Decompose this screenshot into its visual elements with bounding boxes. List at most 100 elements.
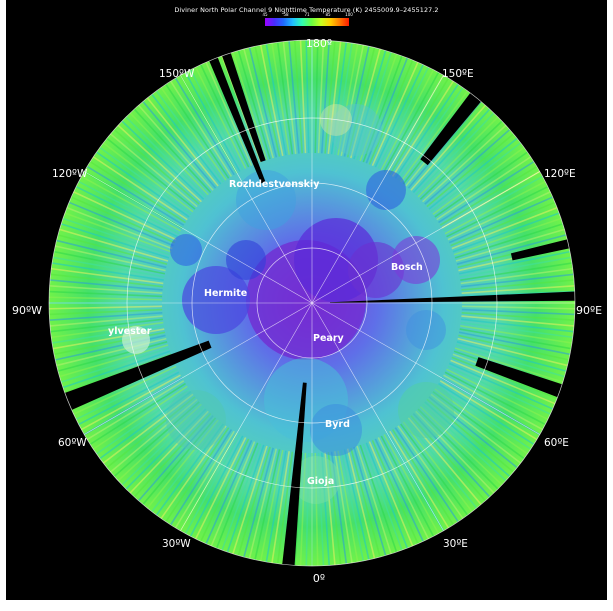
crater-label-rozhdestvenskiy: Rozhdestvenskiy xyxy=(229,179,320,190)
swath-stripe xyxy=(383,434,442,539)
swath-stripe xyxy=(374,59,426,168)
longitude-line xyxy=(311,302,444,531)
swath-stripe xyxy=(88,385,188,453)
swath-stripe xyxy=(258,40,284,157)
swath-stripe xyxy=(371,57,421,167)
swath-stripe xyxy=(461,278,575,291)
swath-stripe xyxy=(92,148,190,218)
longitude-line xyxy=(311,171,540,304)
swath-stripe xyxy=(130,104,212,193)
swath-stripe xyxy=(453,216,567,256)
swath-stripe xyxy=(276,451,294,566)
swath-stripe xyxy=(458,334,574,362)
swath-stripe xyxy=(264,450,287,566)
swath-stripe xyxy=(157,83,227,181)
swath-stripe xyxy=(447,189,556,241)
swath-stripe xyxy=(391,76,457,177)
swath-stripe xyxy=(203,439,253,549)
swath-stripe xyxy=(167,76,233,177)
swath-stripe xyxy=(380,435,437,542)
swath-stripe xyxy=(143,93,219,187)
swath-stripe xyxy=(50,244,166,272)
swath-stripe xyxy=(219,443,262,556)
swath-stripe xyxy=(49,305,163,310)
swath-stripe xyxy=(314,40,319,154)
crater-label-peary: Peary xyxy=(313,333,345,344)
colorbar-tick-label: 85 xyxy=(325,12,331,17)
swath-stripe xyxy=(365,442,410,554)
swath-stripe xyxy=(253,41,281,157)
swath-stripe xyxy=(455,227,570,262)
swath-stripe xyxy=(458,331,575,357)
crater-label-hermite: Hermite xyxy=(204,288,247,299)
swath-stripe xyxy=(454,347,568,385)
swath-stripe xyxy=(192,62,247,169)
swath-stripe xyxy=(350,447,383,563)
swath-stripe xyxy=(187,64,244,171)
terrain-blob xyxy=(182,266,250,334)
swath-stripe xyxy=(377,437,432,544)
swath-stripe xyxy=(397,83,467,181)
terrain-blob xyxy=(398,382,454,438)
swath-stripe xyxy=(450,199,560,247)
swath-stripe xyxy=(258,449,284,566)
swath-stripe xyxy=(236,45,271,160)
swath-stripe xyxy=(225,444,265,558)
swath-stripe xyxy=(92,388,190,458)
swath-stripe xyxy=(419,117,507,200)
swath-stripe xyxy=(198,438,250,547)
swath-stripe xyxy=(71,183,178,238)
data-gap xyxy=(59,340,212,413)
swath-stripe xyxy=(459,328,575,351)
swath-stripe xyxy=(73,371,180,428)
data-gaps xyxy=(59,47,575,566)
swath-stripe xyxy=(109,125,200,205)
colorbar-tick-label: 100 xyxy=(345,12,353,17)
terrain-blob xyxy=(236,170,296,230)
swath-stripe xyxy=(353,446,388,561)
colorbar-gradient xyxy=(265,18,349,26)
swath-stripe xyxy=(400,86,472,183)
swath-stripe xyxy=(139,97,217,189)
swath-stripe xyxy=(49,273,163,288)
swath-stripe xyxy=(457,337,573,368)
lon-label-120e: 120ºE xyxy=(544,168,576,180)
swath-stripe xyxy=(82,163,185,226)
swath-stripe xyxy=(49,284,163,294)
swath-stripe xyxy=(424,125,515,205)
swath-stripe xyxy=(88,153,188,221)
lon-label-60e: 60ºE xyxy=(544,437,569,449)
terrain-blob xyxy=(310,404,362,456)
swath-stripe xyxy=(461,284,575,294)
swath-stripe xyxy=(54,227,169,262)
swath-stripe xyxy=(264,40,287,156)
swath-stripe xyxy=(389,73,452,176)
swath-stripe xyxy=(49,249,166,275)
swath-stripe xyxy=(451,205,563,250)
swath-stripe xyxy=(459,255,575,278)
swath-stripe xyxy=(410,100,490,191)
swath-stripe xyxy=(461,315,575,328)
swath-stripe xyxy=(461,318,575,333)
longitude-line xyxy=(84,171,313,304)
terrain-blob xyxy=(406,310,446,350)
swath-stripe xyxy=(452,210,565,253)
terrain-blob xyxy=(122,326,150,354)
swath-stripe xyxy=(434,148,532,218)
swath-stripe xyxy=(49,318,163,333)
swath-stripe xyxy=(68,365,177,417)
data-gap xyxy=(510,237,575,261)
swath-stripe xyxy=(446,183,553,238)
swath-stripe xyxy=(461,273,575,288)
longitude-line xyxy=(311,75,444,304)
longitude-line xyxy=(311,302,540,435)
swath-stripe xyxy=(436,153,536,221)
temperature-colorbar xyxy=(265,18,349,26)
swath-stripe xyxy=(346,448,377,564)
swath-stripe xyxy=(167,429,233,530)
terrain-blob xyxy=(166,390,226,450)
swath-stripe xyxy=(397,425,467,523)
swath-stripe xyxy=(95,143,192,215)
swath-stripe xyxy=(426,130,518,208)
swath-stripe xyxy=(446,368,553,423)
